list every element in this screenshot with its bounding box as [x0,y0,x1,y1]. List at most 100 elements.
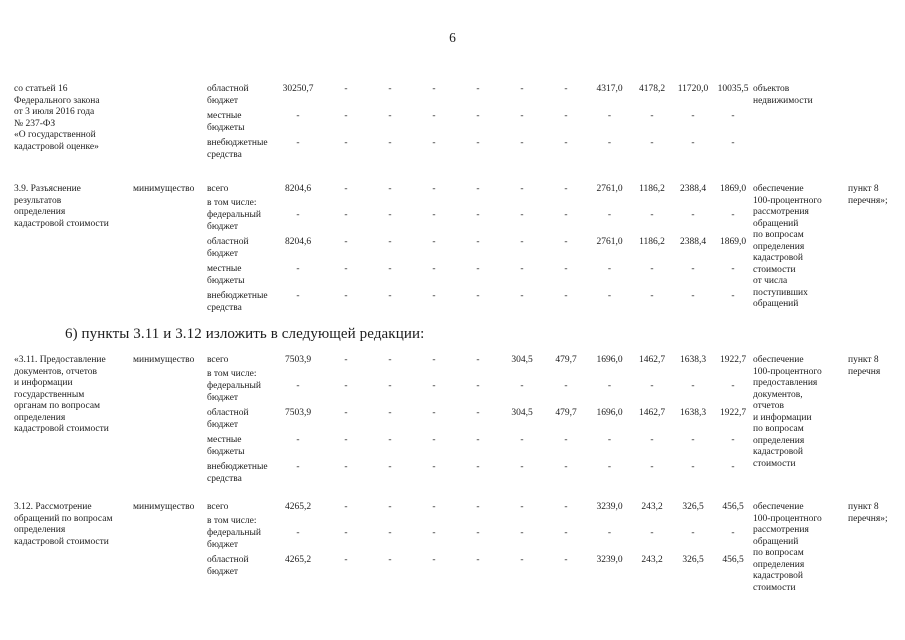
budget-type-line: областной [207,84,249,94]
budget-rows: всего 4265,2 - - - - - - 3239,0 243,2 326,5 456,5 в … [207,502,753,582]
value-cell: - [432,264,436,274]
value-cell: - [520,435,524,445]
value-cell: - [564,528,568,538]
value-cell: 4317,0 [596,84,623,94]
budget-row: федеральный бюджет - - - - - - - - - - - [207,210,753,233]
annotation-line: обеспечение [753,355,804,365]
value-cell: 304,5 [511,408,533,418]
budget-type-line: областной [207,237,249,247]
annotation-line: от числа [753,276,788,286]
annotation: объектов недвижимости [753,84,847,107]
annotation-line: кадастровой [753,447,803,457]
item-label-line: документов, отчетов [14,366,98,377]
budget-type: всего [207,355,272,367]
reference-line: пункт 8 [848,355,879,365]
value-cell: - [520,555,524,565]
value-cell: - [731,111,735,121]
item-label-line: 3.12. Рассмотрение [14,502,92,512]
reference: пункт 8 перечня»; [848,502,905,525]
value-cell: - [344,111,348,121]
value-cell: - [388,555,392,565]
annotation-line: по вопросам [753,548,804,558]
value-cell: 3239,0 [596,555,623,565]
budget-type: в том числе: [207,516,272,528]
value-cell: - [432,435,436,445]
budget-type-line: в том числе: [207,368,257,379]
budget-type-line: бюджет [207,221,239,232]
value-cell: - [731,435,735,445]
budget-row: областной бюджет 7503,9 - - - - 304,5 479,7 1696,… [207,408,753,431]
value-cell: - [520,84,524,94]
value-cell: - [432,237,436,247]
value-cell: 2388,4 [679,184,707,194]
budget-row: местные бюджеты - - - - - - - - - - - [207,435,753,458]
budget-type-line: средства [207,302,242,313]
value-cell: - [296,291,300,301]
budget-row: внебюджетные средства - - - - - - - - - - - [207,291,753,314]
value-cell: - [520,264,524,274]
value-cell: - [476,264,480,274]
item-label-line: «3.11. Предоставление [14,355,106,365]
budget-type: федеральный бюджет [207,381,272,404]
value-cell: - [388,237,392,247]
value-cell: - [520,502,524,512]
value-cell: - [344,528,348,538]
value-cell: - [476,355,480,365]
annotation-line: определения [753,435,805,446]
value-cell: - [296,138,300,148]
item-label-line: определения [14,207,66,217]
annotation-line: обращений [753,218,799,229]
budget-type-line: бюджеты [207,122,245,133]
budget-type-line: бюджеты [207,446,245,457]
value-cell: 2388,4 [679,237,707,247]
value-cell: 3239,0 [596,502,623,512]
value-cell: 1869,0 [719,184,747,194]
value-cell: 30250,7 [282,84,314,94]
value-cell: - [650,138,654,148]
budget-type-line: бюджет [207,419,239,430]
budget-type: всего [207,502,272,514]
annotation-line: по вопросам [753,424,804,434]
value-cell: - [296,381,300,391]
value-cell: - [296,462,300,472]
value-cell: - [564,462,568,472]
value-cell: - [476,528,480,538]
value-cell: - [388,381,392,391]
value-cell: - [607,291,612,301]
value-cell: - [388,462,392,472]
value-cell: 2761,0 [596,184,623,194]
page-number: 6 [449,30,456,45]
value-cell: - [388,138,392,148]
budget-row: федеральный бюджет - - - - - - - - - - - [207,381,753,404]
budget-type-line: средства [207,473,242,484]
value-cell: - [344,184,348,194]
item-label-line: со статьей 16 [14,84,68,94]
value-cell: - [388,502,392,512]
item-label-line: № 237-ФЗ [14,118,56,129]
value-cell: - [476,381,480,391]
budget-type: областной бюджет [207,84,272,107]
item-label-line: и информации [14,378,73,388]
budget-rows: всего 7503,9 - - - - 304,5 479,7 1696,0 1462,7 163… [207,355,753,489]
value-cell: - [564,184,568,194]
reference-line: перечня»; [848,513,888,524]
value-cell: - [650,111,654,121]
value-cell: 1462,7 [638,355,666,365]
value-cell: - [691,210,695,220]
value-cell: - [476,138,480,148]
value-cell: - [432,355,436,365]
value-cell: - [432,381,436,391]
budget-type-line: бюджет [207,539,239,550]
budget-type-line: местные [207,264,242,274]
value-cell: 1696,0 [596,355,623,365]
budget-type: всего [207,184,272,196]
annotation-line: обращений [753,536,799,547]
value-cell: - [296,264,300,274]
budget-type-line: в том числе: [207,515,257,526]
value-cell: - [344,381,348,391]
value-cell: - [564,264,568,274]
budget-type-line: внебюджетные [207,291,268,301]
reference-line: пункт 8 [848,502,879,512]
reference: пункт 8 перечня»; [848,184,905,207]
value-cell: - [650,291,654,301]
